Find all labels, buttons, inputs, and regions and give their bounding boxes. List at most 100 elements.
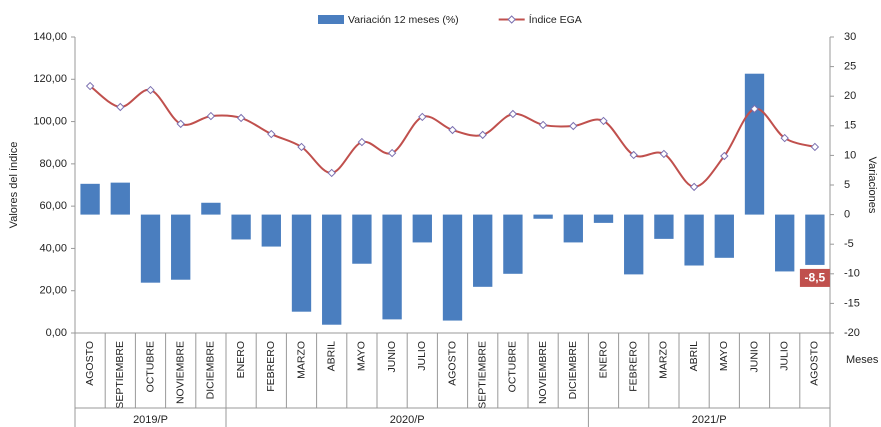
bar [382, 214, 402, 320]
x-tick-label: JULIO [416, 341, 428, 371]
marker [689, 182, 699, 192]
x-tick-label: MAYO [356, 341, 368, 371]
legend-marker [507, 15, 516, 24]
y-tick-label: 0,00 [46, 327, 67, 339]
y-tick-label: 60,00 [39, 200, 67, 212]
x-tick-label: MAYO [718, 341, 730, 371]
y2-tick-label: -15 [844, 297, 860, 309]
marker [85, 81, 95, 91]
marker [448, 125, 457, 135]
x-tick-label: ENERO [235, 341, 247, 378]
bar [744, 73, 765, 215]
y-axis-label: Valores del índice [8, 142, 20, 229]
y-tick-label: 40,00 [39, 242, 67, 254]
marker [357, 137, 367, 147]
x-tick-label: JUNIO [386, 341, 398, 373]
bar [473, 214, 493, 287]
bar [261, 214, 281, 247]
x-tick-label: FEBRERO [627, 341, 639, 392]
y-tick-label: 100,00 [33, 115, 67, 127]
bar [201, 202, 221, 215]
marker [116, 102, 125, 112]
bar [442, 214, 463, 321]
legend-label: Índice EGA [529, 13, 582, 26]
y2-tick-label: 25 [844, 61, 856, 73]
line [89, 85, 816, 188]
x-tick-label: AGOSTO [446, 341, 458, 386]
x-tick-label: DICIEMBRE [567, 341, 579, 399]
marker [508, 109, 518, 119]
x-tick-label: JUNIO [748, 341, 760, 373]
marker [750, 104, 759, 114]
bar [352, 214, 372, 264]
legend-label: Variación 12 meses (%) [348, 14, 459, 26]
bar [110, 182, 130, 215]
bar [805, 214, 825, 265]
marker [780, 133, 789, 143]
x-tick-label: JULIO [778, 341, 790, 371]
bar [322, 214, 342, 325]
x-tick-label: OCTUBRE [144, 341, 156, 392]
y2-tick-label: -5 [844, 238, 854, 250]
x-tick-label: DICIEMBRE [205, 341, 217, 399]
bar [80, 183, 100, 215]
marker [176, 119, 185, 129]
x-tick-label: OCTUBRE [507, 341, 519, 392]
marker [146, 85, 155, 95]
bar [140, 214, 161, 283]
bar [231, 214, 251, 240]
marker [599, 116, 608, 126]
group-label: 2021/P [692, 414, 727, 426]
y2-tick-label: 15 [844, 120, 856, 132]
marker [569, 121, 578, 131]
marker [387, 148, 397, 158]
y2-tick-label: 0 [844, 209, 850, 221]
marker [478, 130, 487, 140]
x-tick-label: NOVIEMBRE [537, 341, 549, 404]
y2-tick-label: -10 [844, 268, 860, 280]
x-tick-label: MARZO [295, 341, 307, 379]
marker [659, 149, 669, 159]
legend-swatch [318, 15, 344, 24]
y2-tick-label: 5 [844, 179, 850, 191]
x-tick-label: FEBRERO [265, 341, 277, 392]
x-tick-label: SEPTIEMBRE [476, 341, 488, 409]
x-tick-label: AGOSTO [809, 341, 821, 386]
marker [206, 111, 216, 121]
marker [629, 150, 638, 160]
marker [236, 113, 246, 123]
marker [297, 142, 306, 152]
bar [714, 214, 734, 258]
bar [503, 214, 523, 274]
bar [654, 214, 674, 239]
y-tick-label: 120,00 [33, 73, 67, 85]
bar [684, 214, 704, 266]
data-label-box [799, 268, 830, 287]
marker [267, 129, 276, 139]
x-tick-label: MARZO [658, 341, 670, 379]
marker [720, 151, 729, 161]
bar [412, 214, 432, 243]
bar [533, 214, 553, 219]
bar [624, 214, 644, 275]
y-tick-label: 140,00 [33, 31, 67, 43]
bar [593, 214, 614, 223]
y-tick-label: 80,00 [39, 158, 67, 170]
marker [810, 142, 820, 152]
y2-tick-label: 30 [844, 31, 856, 43]
x-tick-label: NOVIEMBRE [174, 341, 186, 404]
bar [563, 214, 583, 243]
y2-tick-label: -20 [844, 327, 860, 339]
y2-tick-label: 20 [844, 90, 856, 102]
marker [327, 168, 336, 178]
group-label: 2019/P [133, 414, 168, 426]
x-axis-label: Meses [846, 354, 879, 366]
y2-tick-label: 10 [844, 149, 856, 161]
y2-axis-label: Variaciones [866, 157, 878, 214]
bar [171, 214, 191, 280]
bar [775, 214, 795, 272]
x-tick-label: SEPTIEMBRE [114, 341, 126, 409]
bar [291, 214, 312, 312]
x-tick-label: AGOSTO [84, 341, 96, 386]
data-label: -8,5 [805, 271, 826, 285]
